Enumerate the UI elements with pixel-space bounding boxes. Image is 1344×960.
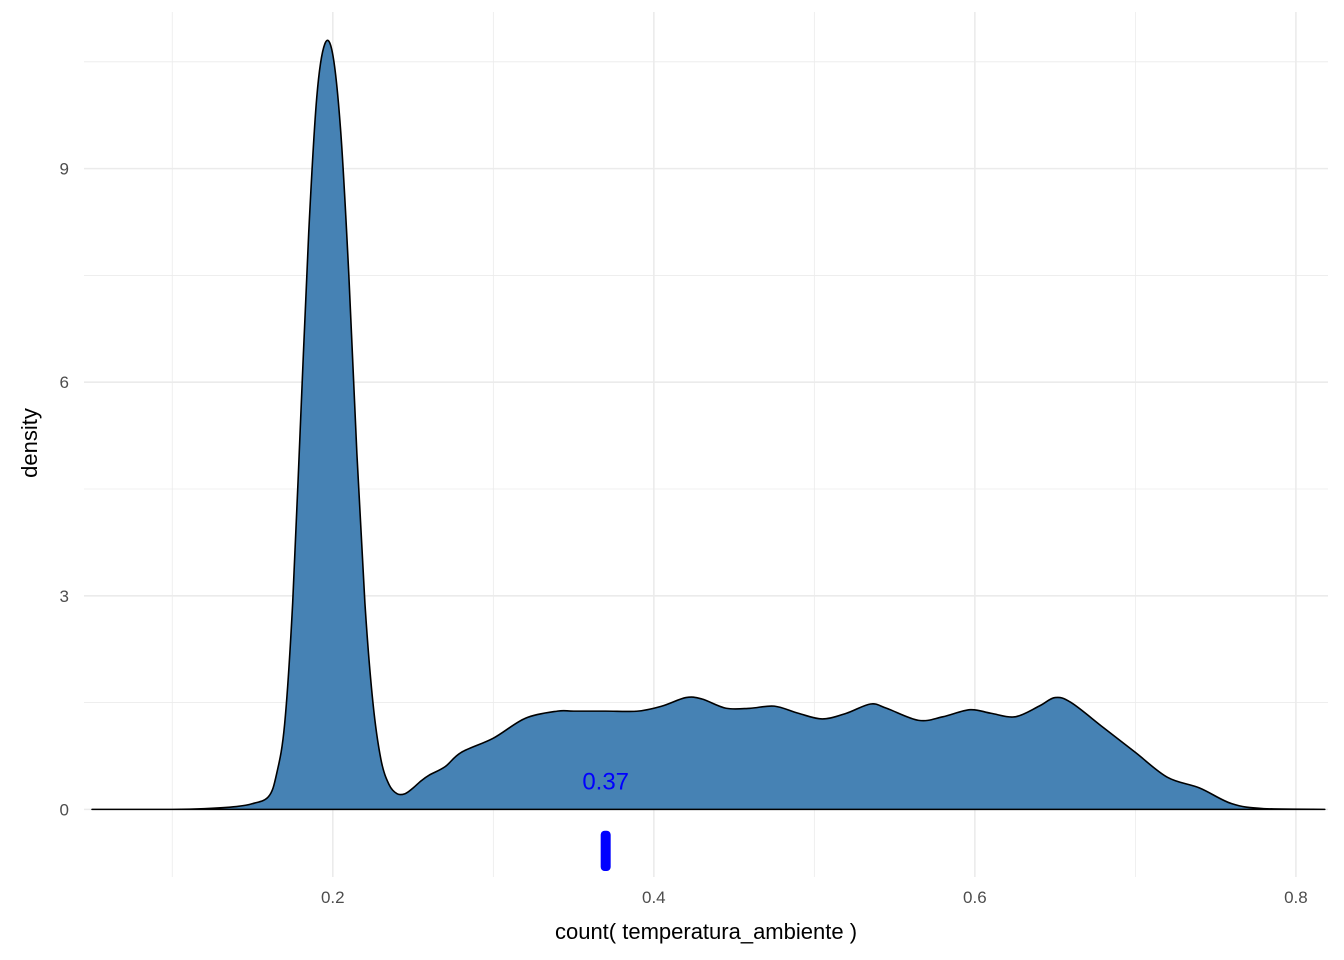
y-tick-label: 6 <box>60 373 69 392</box>
x-axis-title: count( temperatura_ambiente ) <box>555 919 857 944</box>
y-axis-ticks: 0 3 6 9 <box>60 160 69 820</box>
x-tick-label: 0.4 <box>642 888 666 907</box>
value-marker <box>600 830 611 871</box>
x-tick-label: 0.8 <box>1284 888 1308 907</box>
value-marker-label: 0.37 <box>582 768 629 795</box>
x-axis-ticks: 0.2 0.4 0.6 0.8 <box>321 888 1308 907</box>
y-axis-title: density <box>17 408 42 478</box>
y-tick-label: 9 <box>60 160 69 179</box>
y-tick-label: 3 <box>60 587 69 606</box>
y-tick-label: 0 <box>60 800 69 819</box>
x-tick-label: 0.6 <box>963 888 987 907</box>
density-area <box>91 39 1326 811</box>
x-tick-label: 0.2 <box>321 888 345 907</box>
